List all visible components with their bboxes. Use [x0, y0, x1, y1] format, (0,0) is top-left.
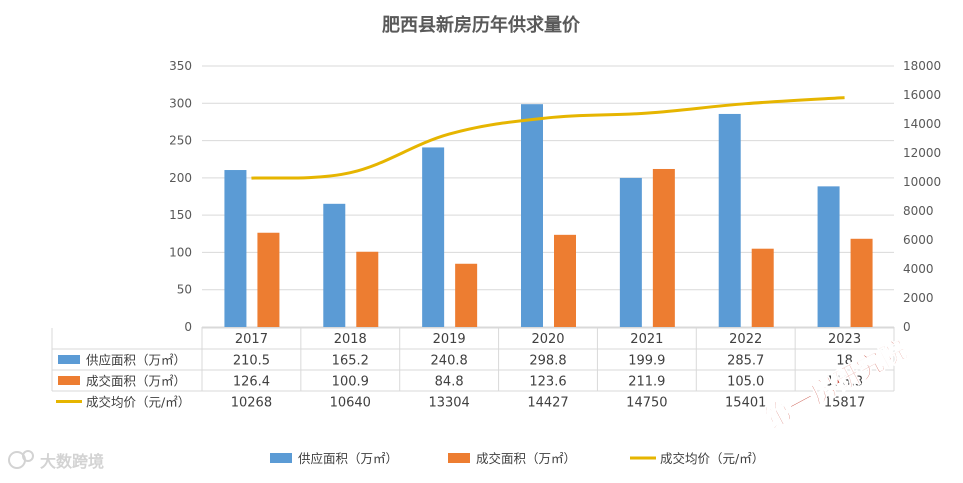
line-avg-price — [251, 96, 845, 180]
data-label: 14427 — [527, 396, 568, 411]
bar-sales — [554, 234, 576, 327]
data-label: 165.2 — [332, 354, 369, 369]
bar-sales — [850, 238, 873, 327]
y-right-tick-label: 0 — [903, 320, 911, 334]
data-label: 118.3 — [826, 375, 863, 390]
y-left-tick-label: 50 — [177, 283, 192, 297]
x-tick-label: 2020 — [531, 332, 564, 347]
y-right-tick-label: 10000 — [903, 175, 941, 189]
bar-supply — [422, 147, 445, 327]
bar-supply — [817, 186, 840, 327]
y-left-tick-label: 200 — [169, 171, 192, 185]
data-label: 285.7 — [727, 354, 764, 369]
y-left-tick-label: 250 — [169, 134, 192, 148]
table-row-label: 供应面积（万㎡） — [86, 353, 186, 368]
data-label: 15401 — [725, 396, 766, 411]
data-label: 14750 — [626, 396, 667, 411]
data-label: 199.9 — [628, 354, 665, 369]
data-label: 18 — [836, 354, 853, 369]
watermark-logo-text: 大数跨境 — [40, 452, 104, 471]
data-label: 240.8 — [431, 354, 468, 369]
bar-supply — [718, 113, 741, 327]
bar-supply — [323, 203, 346, 327]
y-axis-right: 0 2000 4000 6000 8000 10000 12000 14000 16000 180… — [903, 59, 941, 334]
x-tick-label: 2019 — [433, 332, 466, 347]
y-left-tick-label: 150 — [169, 208, 192, 222]
logo-icon — [8, 450, 34, 469]
legend: 供应面积（万㎡） 成交面积（万㎡） 成交均价（元/㎡） — [270, 451, 764, 466]
bar-supply — [619, 177, 642, 327]
legend-label: 供应面积（万㎡） — [298, 451, 398, 466]
data-label: 123.6 — [529, 375, 566, 390]
y-left-tick-label: 0 — [184, 320, 192, 334]
bar-series — [224, 104, 873, 327]
data-label: 13304 — [428, 396, 469, 411]
gridlines — [202, 65, 894, 328]
data-label: 15817 — [824, 396, 865, 411]
legend-key — [270, 453, 292, 463]
bar-sales — [356, 251, 379, 327]
y-right-tick-label: 8000 — [903, 204, 934, 218]
legend-label: 成交面积（万㎡） — [476, 451, 576, 466]
y-right-tick-label: 18000 — [903, 59, 941, 73]
data-label: 298.8 — [529, 354, 566, 369]
table-row-label: 成交均价（元/㎡） — [86, 395, 190, 410]
y-left-tick-label: 350 — [169, 59, 192, 73]
y-axis-left: 0 50 100 150 200 250 300 350 — [169, 59, 192, 334]
legend-key — [448, 453, 470, 463]
chart-title: 肥西县新房历年供求量价 — [381, 14, 581, 36]
y-right-tick-label: 16000 — [903, 88, 941, 102]
y-right-tick-label: 14000 — [903, 117, 941, 131]
watermark-logo: 大数跨境 — [8, 450, 104, 471]
y-left-tick-label: 100 — [169, 245, 192, 259]
bar-sales — [257, 232, 280, 327]
y-right-tick-label: 12000 — [903, 146, 941, 160]
data-label: 100.9 — [332, 375, 369, 390]
y-right-tick-label: 4000 — [903, 262, 934, 276]
x-tick-label: 2022 — [729, 332, 762, 347]
legend-label: 成交均价（元/㎡） — [660, 451, 764, 466]
bar-sales — [652, 168, 675, 327]
data-label: 211.9 — [628, 375, 665, 390]
y-right-tick-label: 2000 — [903, 291, 934, 305]
bar-sales — [751, 248, 774, 327]
data-table: 2017 2018 2019 2020 2021 2022 2023 供应面积（万㎡） 210.… — [51, 327, 895, 411]
x-tick-label: 2021 — [630, 332, 663, 347]
table-row-label: 成交面积（万㎡） — [86, 374, 186, 389]
data-label: 10640 — [330, 396, 371, 411]
data-label: 105.0 — [727, 375, 764, 390]
x-tick-label: 2018 — [334, 332, 367, 347]
y-right-tick-label: 6000 — [903, 233, 934, 247]
y-left-tick-label: 300 — [169, 96, 192, 110]
table-legend-key — [58, 376, 80, 385]
x-tick-label: 2023 — [828, 332, 861, 347]
bar-supply — [224, 170, 247, 327]
bar-supply — [521, 104, 543, 327]
table-legend-key — [58, 355, 80, 364]
data-label: 84.8 — [435, 375, 464, 390]
x-tick-label: 2017 — [235, 332, 268, 347]
bar-sales — [455, 263, 478, 327]
data-label: 210.5 — [233, 354, 270, 369]
data-label: 126.4 — [233, 375, 270, 390]
data-label: 10268 — [231, 396, 272, 411]
line-series — [251, 96, 845, 180]
